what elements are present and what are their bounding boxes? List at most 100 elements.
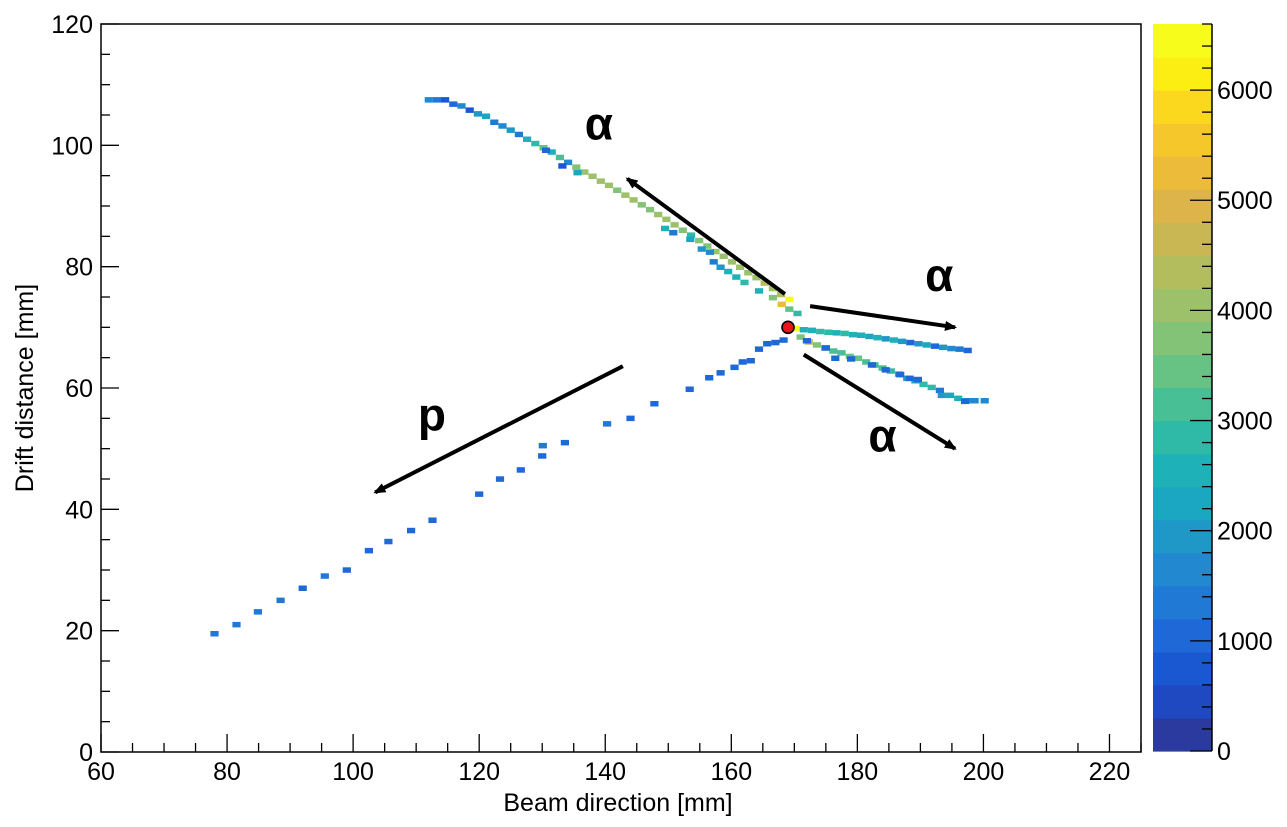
heatmap-bin-alpha-2 (881, 336, 890, 342)
heatmap-bin-alpha-1 (654, 211, 663, 218)
heatmap-bin-alpha-2 (816, 328, 825, 335)
heatmap-bin-proton (253, 609, 262, 615)
heatmap-bin-alpha-1 (441, 97, 450, 103)
x-tick-label: 100 (332, 758, 374, 786)
heatmap-bin-alpha-1-extra (686, 236, 695, 243)
heatmap-bin-alpha-1-extra (754, 288, 764, 294)
heatmap-bin-alpha-1 (727, 259, 736, 265)
x-tick-label: 180 (837, 758, 879, 786)
heatmap-bin-alpha-1 (490, 119, 499, 125)
heatmap-bin-alpha-1 (498, 123, 507, 129)
colorbar-tick-label: 1000 (1217, 628, 1273, 656)
heatmap-bin-alpha-1-extra (724, 268, 733, 275)
heatmap-bin-alpha-1-extra (740, 279, 749, 286)
y-tick-label: 40 (65, 496, 93, 524)
y-tick-label: 100 (51, 132, 93, 160)
heatmap-bin-alpha-1 (613, 187, 622, 193)
heatmap-bin-alpha-3 (886, 368, 895, 374)
heatmap-bin-alpha-2 (832, 330, 841, 336)
heatmap-bin-alpha-3 (853, 355, 863, 361)
heatmap-bin-alpha-1 (465, 107, 474, 113)
heatmap-bin-alpha-3 (919, 381, 928, 388)
direction-arrow (809, 304, 958, 331)
colorbar-tick-label: 3000 (1217, 408, 1273, 436)
heatmap-bin-proton (538, 442, 547, 449)
heatmap-bin-proton (232, 621, 241, 628)
heatmap-bin-alpha-1-extra (777, 301, 786, 308)
heatmap-bin-alpha-2 (873, 334, 882, 341)
colorbar-tick-label: 2000 (1217, 518, 1273, 546)
heatmap-bin-alpha-2 (955, 346, 964, 352)
plot-frame (100, 23, 1142, 753)
heatmap-bin-alpha-1 (670, 222, 679, 228)
heatmap-bin-alpha-1-extra (793, 310, 802, 317)
heatmap-bin-alpha-3 (954, 395, 963, 402)
heatmap-bin-alpha-2 (848, 331, 858, 338)
colorbar-segment (1153, 321, 1212, 356)
heatmap-bin-alpha-1-extra (661, 225, 670, 232)
heatmap-bin-proton (881, 367, 890, 373)
colorbar-tick-label: 0 (1217, 738, 1231, 766)
heatmap-bin-alpha-3 (837, 350, 846, 356)
heatmap-bin-proton (831, 355, 840, 361)
colorbar-segment (1153, 288, 1212, 323)
heatmap-bin-alpha-2 (939, 344, 948, 351)
heatmap-bin-alpha-1 (711, 248, 720, 255)
heatmap-bin-proton (961, 398, 970, 405)
heatmap-bin-proton (210, 631, 219, 637)
heatmap-bin-proton (364, 547, 373, 554)
heatmap-bin-alpha-1 (424, 97, 433, 103)
x-tick-label: 80 (213, 758, 241, 786)
particle-label: α (585, 97, 613, 149)
heatmap-bin-alpha-3 (937, 392, 946, 399)
heatmap-bin-proton (754, 346, 764, 352)
colorbar-segment (1153, 519, 1212, 554)
heatmap-bin-alpha-1-extra (785, 306, 794, 312)
heatmap-bin-alpha-3 (927, 384, 936, 391)
particle-label: p (418, 388, 446, 440)
y-tick-label: 80 (65, 254, 93, 282)
y-axis: 0 20 40 60 80 100 120 (51, 11, 119, 767)
colorbar-segment (1153, 354, 1212, 389)
heatmap-bin-alpha-1 (678, 227, 687, 233)
colorbar-segment (1153, 684, 1212, 719)
heatmap-bin-proton (779, 337, 788, 343)
y-tick-label: 0 (79, 739, 93, 767)
heatmap-bin-proton (738, 359, 747, 365)
heatmap-bin-alpha-1 (531, 140, 540, 147)
heatmap-bin-alpha-3 (812, 342, 822, 348)
heatmap-bin-proton (685, 386, 694, 392)
heatmap-bin-proton (730, 364, 739, 371)
heatmap-bin-proton (342, 567, 351, 573)
heatmap-bin-proton (746, 358, 755, 364)
heatmap-bin-alpha-1 (580, 169, 589, 175)
heatmap-bin-proton (298, 585, 307, 591)
heatmap-bin-alpha-2 (840, 330, 849, 337)
heatmap-bin-alpha-1 (777, 291, 786, 298)
heatmap-bin-alpha-1 (637, 202, 646, 208)
heatmap-bin-alpha-1-extra (697, 246, 706, 252)
heatmap-bin-alpha-1 (564, 159, 573, 166)
heatmap-bin-alpha-1-extra (732, 274, 741, 280)
colorbar-segment (1153, 453, 1212, 488)
heatmap-bin-alpha-1 (506, 127, 515, 133)
heatmap-bin-alpha-1 (514, 131, 523, 138)
heatmap-bin-alpha-3 (796, 334, 805, 340)
colorbar-tick-label: 5000 (1217, 187, 1273, 215)
heatmap-bin-proton (495, 476, 505, 482)
direction-arrow (373, 364, 624, 495)
heatmap-bin-alpha-1-extra (768, 294, 777, 301)
colorbar-segment (1153, 486, 1212, 521)
colorbar-segment (1153, 57, 1212, 91)
heatmap-bin-proton (603, 421, 612, 427)
x-tick-label: 200 (963, 758, 1005, 786)
heatmap-bin-alpha-2 (898, 338, 907, 345)
heatmap-bin-alpha-1 (588, 173, 597, 179)
heatmap-bin-alpha-1 (695, 237, 704, 244)
heatmap-bin-alpha-1 (482, 113, 491, 119)
heatmap-bin-proton (320, 573, 329, 579)
reaction-vertex-marker (781, 320, 795, 335)
colorbar-segment (1153, 420, 1212, 455)
heatmap-bin-alpha-1 (752, 274, 761, 281)
heatmap-bin-alpha-1 (686, 232, 696, 238)
